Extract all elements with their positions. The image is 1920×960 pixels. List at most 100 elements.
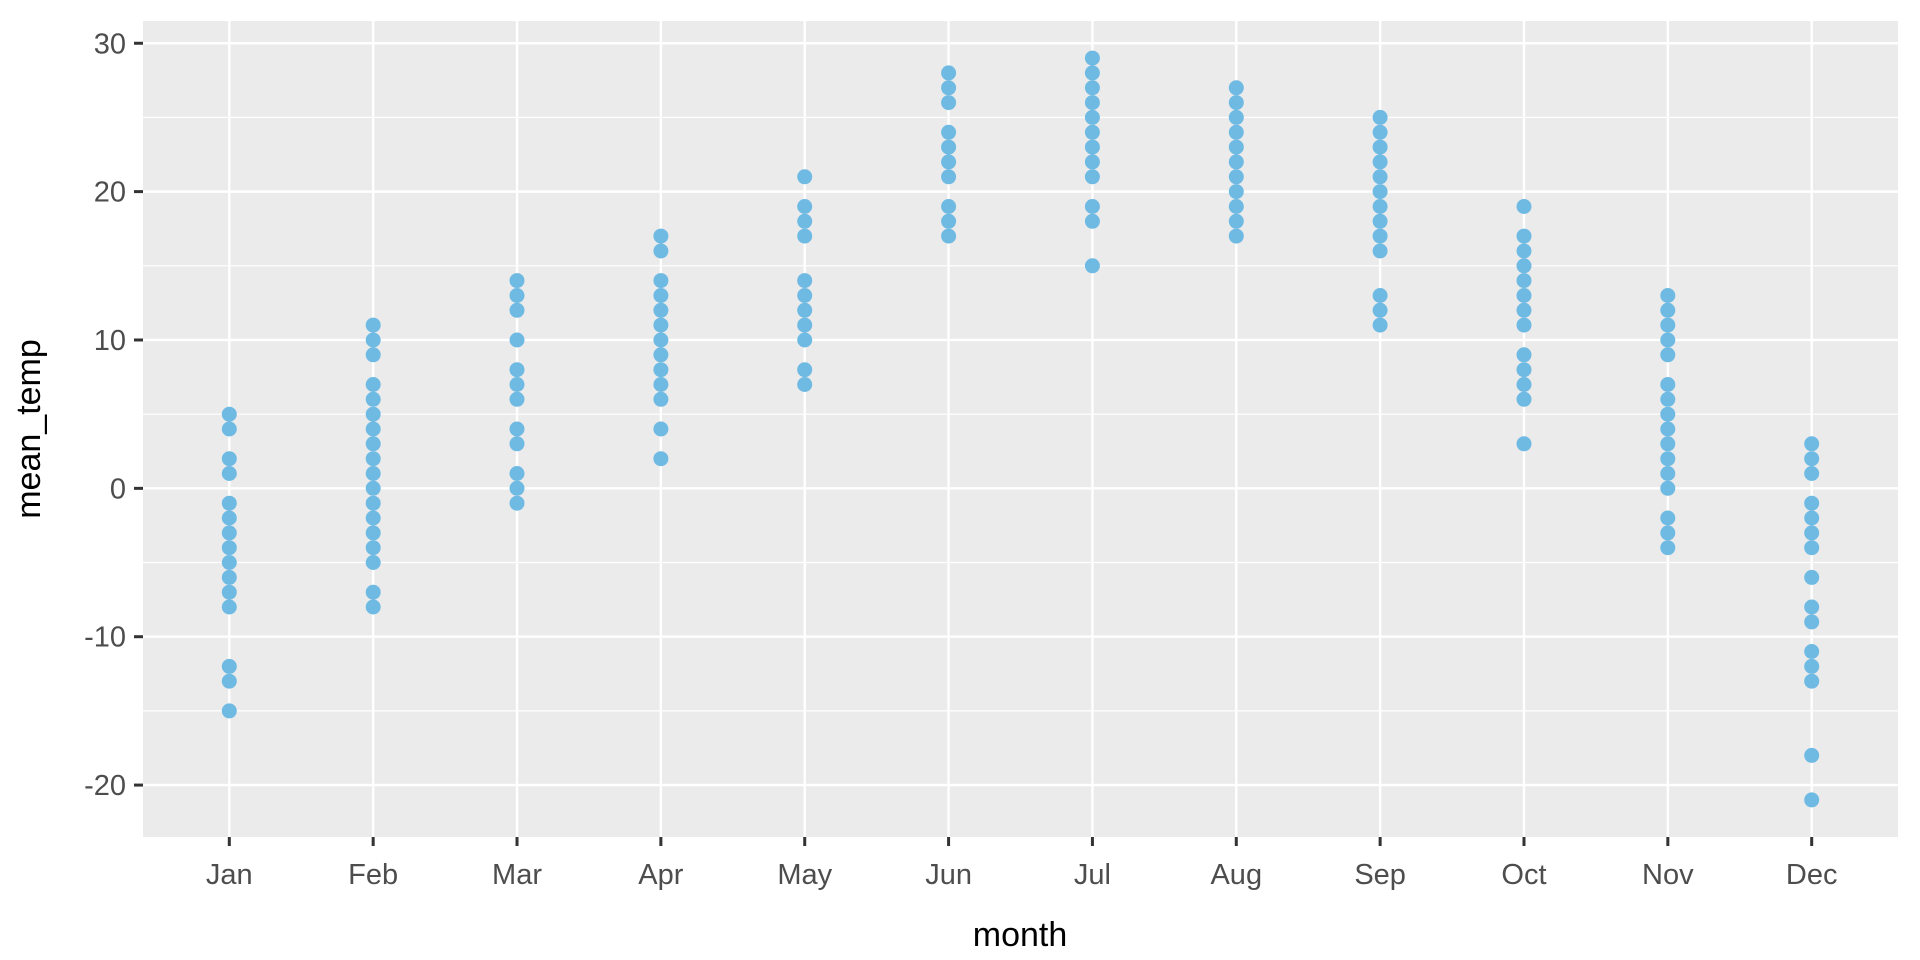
data-point	[1084, 213, 1100, 229]
data-point	[1516, 362, 1532, 378]
data-point	[1084, 95, 1100, 111]
y-tick-label: 10	[94, 325, 126, 357]
plot-panel	[143, 21, 1898, 837]
data-point	[941, 65, 957, 81]
data-point	[221, 584, 237, 600]
data-point	[221, 673, 237, 689]
data-point	[1660, 525, 1676, 541]
data-point	[1516, 391, 1532, 407]
data-point	[1804, 540, 1820, 556]
data-point	[1228, 109, 1244, 125]
data-point	[1084, 124, 1100, 140]
data-point	[1084, 169, 1100, 185]
data-point	[797, 317, 813, 333]
data-point	[653, 451, 669, 467]
data-point	[365, 332, 381, 348]
data-point	[941, 154, 957, 170]
data-point	[1516, 243, 1532, 259]
data-point	[941, 139, 957, 155]
data-point	[1660, 466, 1676, 481]
data-point	[365, 480, 381, 496]
data-point	[365, 555, 381, 570]
data-point	[797, 288, 813, 303]
x-tick-label: Sep	[1354, 859, 1406, 891]
y-tick-label: 30	[94, 28, 126, 60]
data-point	[1516, 347, 1532, 363]
data-point	[1372, 302, 1388, 318]
x-tick-label: Dec	[1786, 859, 1838, 891]
data-point	[1372, 317, 1388, 333]
data-point	[1372, 169, 1388, 185]
x-tick-label: Jan	[206, 859, 253, 891]
y-tick-label: 20	[94, 177, 126, 209]
data-point	[941, 95, 957, 111]
data-point	[1372, 228, 1388, 244]
data-point	[365, 525, 381, 541]
data-point	[1660, 540, 1676, 556]
data-point	[1660, 377, 1676, 392]
data-point	[365, 347, 381, 363]
data-point	[1804, 466, 1820, 481]
data-point	[1084, 139, 1100, 155]
data-point	[365, 599, 381, 615]
data-point	[653, 273, 669, 289]
data-point	[1660, 288, 1676, 303]
data-point	[941, 228, 957, 244]
data-point	[1228, 80, 1244, 96]
data-point	[941, 80, 957, 96]
data-point	[1804, 495, 1820, 511]
data-point	[1084, 154, 1100, 170]
data-point	[221, 510, 237, 526]
data-point	[1804, 673, 1820, 689]
data-point	[1372, 199, 1388, 214]
data-point	[1084, 50, 1100, 66]
data-point	[1228, 213, 1244, 229]
data-point	[221, 406, 237, 422]
data-point	[1660, 421, 1676, 437]
data-point	[221, 599, 237, 615]
data-point	[1804, 658, 1820, 674]
data-point	[509, 377, 525, 392]
data-point	[1516, 258, 1532, 274]
data-point	[653, 228, 669, 244]
data-point	[1084, 199, 1100, 214]
data-point	[1516, 288, 1532, 303]
data-point	[797, 273, 813, 289]
data-point	[1660, 332, 1676, 348]
data-point	[1660, 436, 1676, 452]
data-point	[797, 199, 813, 214]
data-point	[221, 569, 237, 585]
x-axis-title: month	[973, 916, 1068, 954]
data-point	[1228, 95, 1244, 111]
data-point	[1804, 614, 1820, 630]
data-point	[797, 302, 813, 318]
data-point	[1372, 184, 1388, 200]
data-point	[1228, 199, 1244, 214]
data-point	[941, 199, 957, 214]
data-point	[1516, 377, 1532, 392]
data-point	[221, 540, 237, 556]
data-point	[509, 436, 525, 452]
x-tick-label: Jun	[925, 859, 972, 891]
data-point	[1804, 792, 1820, 808]
data-point	[797, 332, 813, 348]
data-point	[1804, 644, 1820, 659]
data-point	[797, 213, 813, 229]
data-point	[1516, 228, 1532, 244]
data-point	[653, 317, 669, 333]
plot-area: 30 20 10 0 -10 -20 Jan Feb Mar Apr May Jun Jul Aug Sep…	[84, 21, 1898, 891]
data-point	[1228, 184, 1244, 200]
data-point	[1660, 480, 1676, 496]
data-point	[365, 391, 381, 407]
data-point	[1660, 451, 1676, 467]
data-point	[1660, 347, 1676, 363]
data-point	[1516, 317, 1532, 333]
x-tick-label: Oct	[1501, 859, 1546, 891]
data-point	[797, 362, 813, 378]
data-point	[221, 495, 237, 511]
y-tick-label: -20	[84, 770, 126, 802]
data-point	[365, 421, 381, 437]
data-point	[509, 362, 525, 378]
